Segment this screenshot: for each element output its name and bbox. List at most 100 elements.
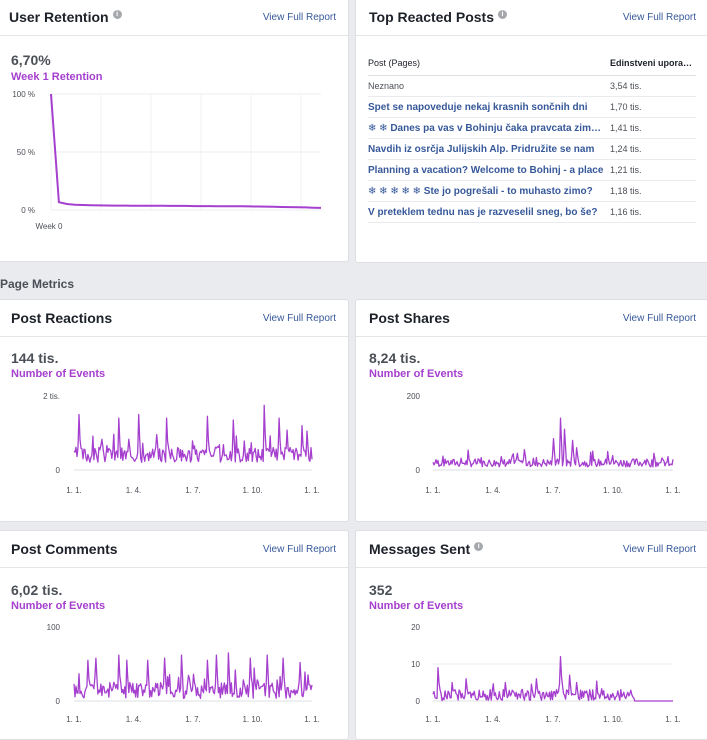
post-value: 1,21 tis. (610, 165, 642, 175)
section-title: Page Metrics (0, 277, 75, 291)
post-value: 1,24 tis. (610, 144, 642, 154)
series-line (432, 655, 673, 702)
y-tick-label: 0 (416, 466, 421, 475)
y-tick-label: 200 (407, 392, 421, 401)
post-shares-chart: 200 0 1. 1. 1. 4. 1. 7. 1. 10. 1. 1. (407, 392, 681, 495)
table-row[interactable]: ❄ ❄ Danes pa vas v Bohinju čaka pravcata… (368, 118, 696, 139)
messages-sent-chart: 20 10 0 1. 1. 1. 4. 1. 7. 1. 10. 1. 1. (411, 623, 681, 724)
column-header-post[interactable]: Post (Pages) (368, 58, 421, 68)
post-title-link[interactable]: ❄ ❄ Danes pa vas v Bohinju čaka pravcata… (368, 123, 610, 134)
y-tick-label: 0 % (21, 206, 35, 215)
y-tick-label: 20 (411, 623, 420, 632)
table-row[interactable]: V preteklem tednu nas je razveselil sneg… (368, 202, 696, 223)
table-row[interactable]: Neznano 3,54 tis. (368, 76, 696, 97)
post-shares-card: Post Shares View Full Report 8,24 tis. N… (355, 299, 707, 522)
metric-label: Number of Events (369, 600, 464, 612)
y-tick-label: 50 % (17, 148, 35, 157)
retention-value: 6,70% (11, 52, 51, 68)
snowflake-emoji-icon: ❄ ❄ (368, 122, 391, 134)
x-tick-label: 1. 1. (304, 715, 320, 724)
post-value: 1,70 tis. (610, 102, 642, 112)
post-title-text: Planning a vacation? Welcome to Bohinj -… (368, 164, 604, 176)
x-tick-label: 1. 1. (425, 715, 441, 724)
post-title-text: Navdih iz osrčja Julijskih Alp. Pridruži… (368, 143, 595, 155)
post-title-text: V preteklem tednu nas je razveselil sneg… (368, 206, 598, 218)
retention-series-line (50, 93, 322, 209)
x-tick-label: 1. 10. (603, 715, 623, 724)
series-line (432, 417, 674, 468)
x-tick-label: 1. 7. (185, 486, 201, 495)
view-full-report-link[interactable]: View Full Report (262, 313, 336, 324)
y-tick-label: 2 tis. (43, 392, 60, 401)
info-icon[interactable]: i (474, 542, 484, 551)
card-title-text: User Retention (9, 9, 109, 25)
y-tick-label: 10 (411, 660, 420, 669)
x-tick-label: Week 0 (36, 222, 64, 231)
metric-value: 6,02 tis. (11, 582, 63, 598)
x-tick-label: 1. 1. (66, 486, 82, 495)
metric-label: Number of Events (369, 368, 464, 380)
x-tick-label: 1. 4. (126, 486, 142, 495)
card-title: Top Reacted Posts i (369, 9, 507, 25)
messages-sent-card: Messages Sent i View Full Report 352 Numb… (355, 530, 707, 740)
card-title: Messages Sent i (369, 541, 484, 557)
post-title-text: Danes pa vas v Bohinju čaka pravcata zim… (390, 122, 610, 134)
y-tick-label: 0 (56, 466, 61, 475)
top-reacted-posts-card: Top Reacted Posts i View Full Report Post… (355, 0, 707, 263)
view-full-report-link[interactable]: View Full Report (622, 544, 696, 555)
table-row[interactable]: Planning a vacation? Welcome to Bohinj -… (368, 160, 696, 181)
post-title-link[interactable]: Spet se napoveduje nekaj krasnih sončnih… (368, 102, 610, 113)
x-tick-label: 1. 4. (485, 486, 501, 495)
card-header: Post Comments View Full Report (0, 531, 348, 568)
post-title-link[interactable]: Navdih iz osrčja Julijskih Alp. Pridruži… (368, 144, 610, 155)
card-header: User Retention i View Full Report (0, 0, 348, 36)
post-title-link[interactable]: ❄ ❄ ❄ ❄ ❄ Ste jo pogrešali - to muhasto … (368, 186, 610, 197)
card-header: Post Shares View Full Report (356, 300, 707, 337)
info-icon[interactable]: i (498, 10, 507, 19)
card-header: Post Reactions View Full Report (0, 300, 348, 337)
table-row[interactable]: ❄ ❄ ❄ ❄ ❄ Ste jo pogrešali - to muhasto … (368, 181, 696, 202)
post-value: 1,18 tis. (610, 186, 642, 196)
x-tick-label: 1. 10. (603, 486, 623, 495)
post-value: 3,54 tis. (610, 81, 642, 91)
metric-label: Number of Events (11, 600, 106, 612)
posts-table: Post (Pages) Edinstveni uporabniki Nezna… (368, 51, 696, 223)
card-title-text: Top Reacted Posts (369, 9, 494, 25)
view-full-report-link[interactable]: View Full Report (622, 12, 696, 23)
post-comments-card: Post Comments View Full Report 6,02 tis.… (0, 530, 349, 740)
x-tick-label: 1. 1. (66, 715, 82, 724)
table-row[interactable]: Spet se napoveduje nekaj krasnih sončnih… (368, 97, 696, 118)
metric-value: 8,24 tis. (369, 350, 421, 366)
x-tick-label: 1. 7. (545, 715, 561, 724)
post-title-link: Neznano (368, 81, 610, 91)
x-tick-label: 1. 7. (185, 715, 201, 724)
x-tick-label: 1. 4. (126, 715, 142, 724)
metric-value: 352 (369, 582, 393, 598)
x-tick-label: 1. 4. (485, 715, 501, 724)
post-value: 1,41 tis. (610, 123, 642, 133)
post-value: 1,16 tis. (610, 207, 642, 217)
post-reactions-chart: 2 tis. 0 1. 1. 1. 4. 1. 7. 1. 10. 1. 1. (43, 392, 320, 495)
view-full-report-link[interactable]: View Full Report (622, 313, 696, 324)
post-title-link[interactable]: V preteklem tednu nas je razveselil sneg… (368, 207, 610, 218)
card-title: Post Comments (11, 541, 118, 557)
post-reactions-card: Post Reactions View Full Report 144 tis.… (0, 299, 349, 522)
user-retention-card: User Retention i View Full Report 6,70% W… (0, 0, 349, 262)
card-title: User Retention i (9, 9, 122, 25)
card-header: Messages Sent i View Full Report (356, 531, 707, 568)
x-tick-label: 1. 1. (425, 486, 441, 495)
column-header-value[interactable]: Edinstveni uporabniki (610, 58, 696, 68)
card-title: Post Reactions (11, 310, 113, 326)
post-title-text: Spet se napoveduje nekaj krasnih sončnih… (368, 101, 588, 113)
card-title: Post Shares (369, 310, 450, 326)
snowflake-emoji-icon: ❄ ❄ ❄ ❄ ❄ (368, 185, 424, 197)
post-title-text: Neznano (368, 81, 405, 91)
series-line (73, 652, 313, 700)
info-icon[interactable]: i (112, 10, 122, 19)
post-title-link[interactable]: Planning a vacation? Welcome to Bohinj -… (368, 165, 610, 176)
metric-value: 144 tis. (11, 350, 59, 366)
view-full-report-link[interactable]: View Full Report (262, 12, 336, 23)
view-full-report-link[interactable]: View Full Report (262, 544, 336, 555)
table-row[interactable]: Navdih iz osrčja Julijskih Alp. Pridruži… (368, 139, 696, 160)
y-tick-label: 0 (56, 697, 61, 706)
